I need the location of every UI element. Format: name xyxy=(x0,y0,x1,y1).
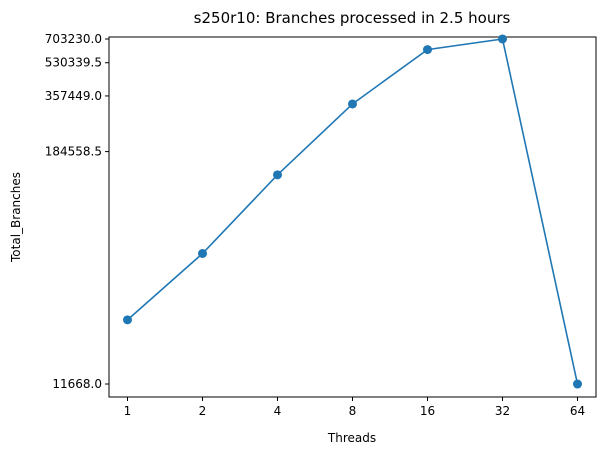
data-point xyxy=(573,379,582,389)
x-tick-label: 64 xyxy=(570,404,585,418)
x-tick-label: 2 xyxy=(199,404,207,418)
x-tick-label: 8 xyxy=(349,404,357,418)
data-point xyxy=(423,45,432,55)
chart-title: s250r10: Branches processed in 2.5 hours xyxy=(194,9,511,27)
series-line xyxy=(126,38,579,385)
x-tick-label: 32 xyxy=(495,404,510,418)
y-tick-label: 357449.0 xyxy=(45,89,102,103)
data-point xyxy=(273,170,282,180)
x-axis-label: Threads xyxy=(327,431,376,445)
y-tick-label: 184558.5 xyxy=(45,145,102,159)
x-axis: 1 2 4 8 16 32 64 xyxy=(124,397,585,418)
x-tick-label: 16 xyxy=(420,404,435,418)
x-tick-label: 1 xyxy=(124,404,132,418)
x-tick-label: 4 xyxy=(274,404,282,418)
plot-frame xyxy=(108,36,597,398)
y-tick-label: 11668.0 xyxy=(52,377,102,391)
y-axis: 11668.0 184558.5 357449.0 530339.5 703230.0 xyxy=(45,32,109,391)
y-axis-label: Total_Branches xyxy=(9,172,23,263)
data-point xyxy=(498,34,507,44)
data-point xyxy=(198,248,207,258)
data-point xyxy=(123,315,132,325)
y-tick-label: 703230.0 xyxy=(45,32,102,46)
series-group xyxy=(123,34,582,389)
y-tick-label: 530339.5 xyxy=(45,56,102,70)
data-point xyxy=(348,99,357,109)
